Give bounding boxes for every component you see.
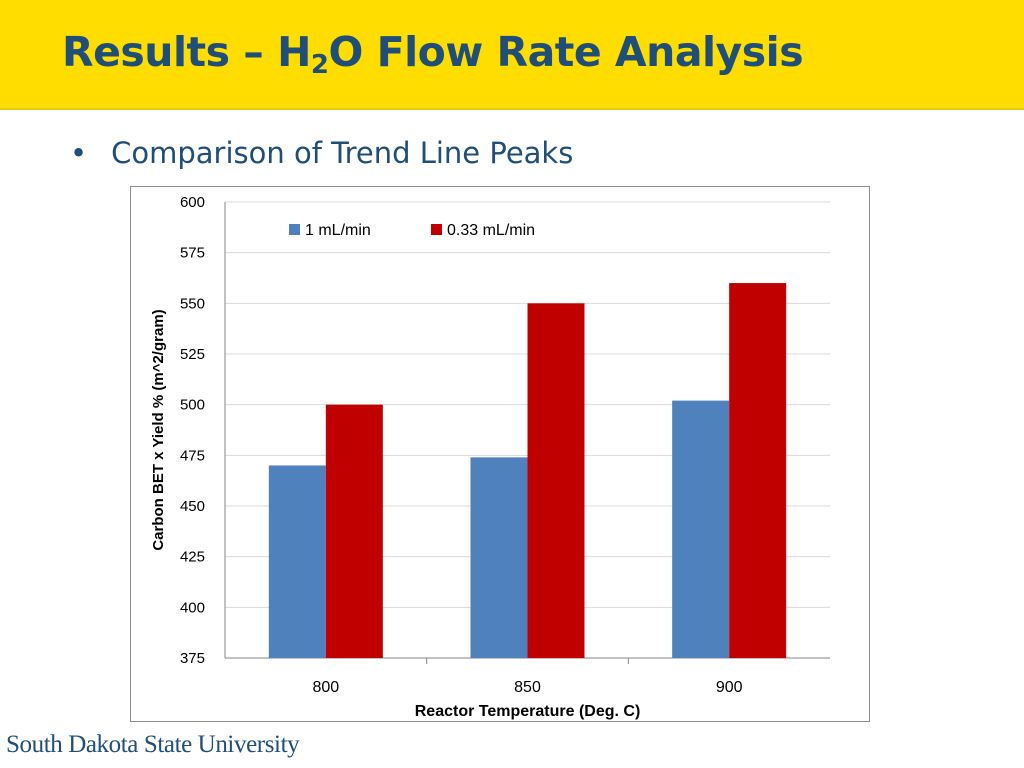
title-rest: O Flow Rate Analysis [328, 28, 804, 76]
bar [672, 400, 730, 658]
bullet-item: • Comparison of Trend Line Peaks [70, 136, 573, 170]
legend-swatch [289, 224, 300, 235]
x-axis-title: Reactor Temperature (Deg. C) [415, 703, 641, 720]
x-tick-label: 850 [514, 679, 541, 696]
bar [470, 457, 528, 658]
legend-label: 1 mL/min [305, 222, 371, 239]
y-tick-label: 450 [180, 498, 205, 515]
title-bar: Results – H2O Flow Rate Analysis [0, 0, 1024, 110]
bar [729, 283, 787, 658]
bullet-dot: • [70, 136, 88, 170]
legend-swatch [431, 224, 442, 235]
bar [325, 404, 383, 658]
bullet-text: Comparison of Trend Line Peaks [111, 136, 574, 170]
y-tick-label: 400 [180, 599, 205, 616]
title-main: Results – H [62, 28, 311, 76]
y-tick-label: 550 [180, 295, 205, 312]
legend-label: 0.33 mL/min [447, 222, 535, 239]
y-axis-title: Carbon BET x Yield % (m^2/gram) [150, 309, 167, 550]
y-tick-label: 575 [180, 245, 205, 262]
bar [527, 303, 585, 658]
x-tick-label: 800 [312, 679, 339, 696]
bar-chart: 375 400 425 450 475 500 525 550 575 600 800 850 900 R… [150, 194, 830, 720]
university-logo: South Dakota State University [6, 731, 300, 758]
y-tick-label: 425 [180, 549, 205, 566]
title-subscript: 2 [310, 50, 329, 80]
slide-title: Results – H2O Flow Rate Analysis [62, 28, 804, 78]
chart-frame: 375 400 425 450 475 500 525 550 575 600 800 850 900 R… [130, 186, 870, 722]
y-tick-label: 375 [180, 650, 205, 667]
y-tick-label: 475 [180, 447, 205, 464]
y-tick-label: 525 [180, 346, 205, 363]
bar [268, 465, 326, 658]
y-tick-label: 600 [180, 194, 205, 211]
y-tick-label: 500 [180, 397, 205, 414]
x-tick-label: 900 [716, 679, 743, 696]
